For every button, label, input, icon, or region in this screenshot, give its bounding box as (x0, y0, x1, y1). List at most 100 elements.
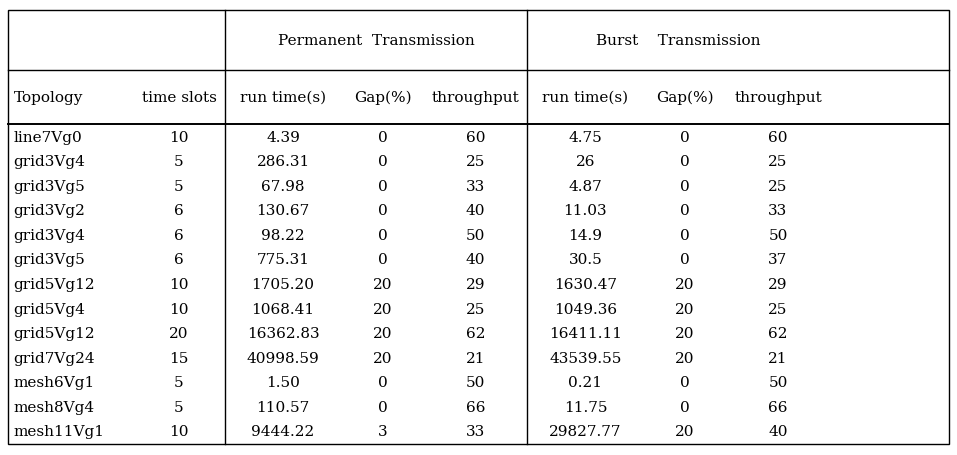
Text: grid7Vg24: grid7Vg24 (13, 351, 95, 365)
Text: 0.21: 0.21 (568, 375, 602, 389)
Text: grid3Vg4: grid3Vg4 (13, 228, 85, 243)
Text: time slots: time slots (142, 91, 216, 105)
Text: 6: 6 (174, 253, 184, 267)
Text: 30.5: 30.5 (568, 253, 602, 267)
Text: 20: 20 (675, 326, 695, 340)
Text: 33: 33 (768, 204, 788, 218)
Text: 4.39: 4.39 (266, 131, 300, 144)
Text: run time(s): run time(s) (240, 91, 326, 105)
Text: 0: 0 (378, 400, 388, 414)
Text: throughput: throughput (734, 91, 822, 105)
Text: 20: 20 (372, 278, 392, 291)
Text: 0: 0 (679, 253, 690, 267)
Text: 50: 50 (466, 375, 485, 389)
Text: 40: 40 (466, 253, 485, 267)
Text: 66: 66 (768, 400, 788, 414)
Text: 25: 25 (466, 302, 485, 316)
Text: 0: 0 (378, 228, 388, 243)
Text: throughput: throughput (432, 91, 520, 105)
Text: Permanent  Transmission: Permanent Transmission (278, 34, 475, 48)
Text: 10: 10 (169, 278, 189, 291)
Text: 40: 40 (466, 204, 485, 218)
Text: 110.57: 110.57 (256, 400, 310, 414)
Text: 29827.77: 29827.77 (549, 425, 622, 438)
Text: 60: 60 (466, 131, 485, 144)
Text: 0: 0 (679, 155, 690, 169)
Text: 26: 26 (575, 155, 595, 169)
Text: Gap(%): Gap(%) (656, 91, 714, 105)
Text: 0: 0 (378, 253, 388, 267)
Text: mesh6Vg1: mesh6Vg1 (13, 375, 95, 389)
Text: Burst    Transmission: Burst Transmission (596, 34, 761, 48)
Text: 5: 5 (174, 155, 184, 169)
Text: grid5Vg12: grid5Vg12 (13, 326, 95, 340)
Text: 40998.59: 40998.59 (247, 351, 320, 365)
Text: 10: 10 (169, 302, 189, 316)
Text: 37: 37 (768, 253, 788, 267)
Text: 21: 21 (466, 351, 485, 365)
Text: 62: 62 (768, 326, 788, 340)
Text: 6: 6 (174, 204, 184, 218)
Text: 3: 3 (378, 425, 388, 438)
Text: grid3Vg4: grid3Vg4 (13, 155, 85, 169)
Text: 0: 0 (378, 155, 388, 169)
Text: grid3Vg2: grid3Vg2 (13, 204, 85, 218)
Text: 5: 5 (174, 375, 184, 389)
Text: 40: 40 (768, 425, 788, 438)
Text: 20: 20 (372, 351, 392, 365)
Text: 0: 0 (679, 375, 690, 389)
Text: 10: 10 (169, 425, 189, 438)
Text: Topology: Topology (13, 91, 82, 105)
Text: 1049.36: 1049.36 (554, 302, 617, 316)
Text: 0: 0 (679, 179, 690, 193)
Text: 16411.11: 16411.11 (549, 326, 622, 340)
Text: 6: 6 (174, 228, 184, 243)
Text: 20: 20 (169, 326, 189, 340)
Text: 14.9: 14.9 (568, 228, 602, 243)
Text: 5: 5 (174, 400, 184, 414)
Text: 0: 0 (378, 131, 388, 144)
Text: grid5Vg12: grid5Vg12 (13, 278, 95, 291)
Text: 4.87: 4.87 (568, 179, 602, 193)
Text: mesh11Vg1: mesh11Vg1 (13, 425, 104, 438)
Text: 20: 20 (675, 351, 695, 365)
Text: 25: 25 (466, 155, 485, 169)
Text: 67.98: 67.98 (261, 179, 305, 193)
Text: 25: 25 (768, 155, 788, 169)
Text: 0: 0 (679, 228, 690, 243)
Text: 0: 0 (679, 131, 690, 144)
Text: 25: 25 (768, 179, 788, 193)
Text: 20: 20 (372, 326, 392, 340)
Text: 11.75: 11.75 (564, 400, 607, 414)
Text: 286.31: 286.31 (256, 155, 310, 169)
Text: 60: 60 (768, 131, 788, 144)
Text: 50: 50 (768, 375, 788, 389)
Text: 25: 25 (768, 302, 788, 316)
Text: 9444.22: 9444.22 (252, 425, 315, 438)
Text: 29: 29 (466, 278, 485, 291)
Text: mesh8Vg4: mesh8Vg4 (13, 400, 95, 414)
Text: 1630.47: 1630.47 (554, 278, 617, 291)
Text: 130.67: 130.67 (256, 204, 310, 218)
Text: 66: 66 (466, 400, 485, 414)
Text: 4.75: 4.75 (568, 131, 602, 144)
Text: Gap(%): Gap(%) (354, 91, 412, 105)
Text: 50: 50 (768, 228, 788, 243)
Text: line7Vg0: line7Vg0 (13, 131, 82, 144)
Text: 21: 21 (768, 351, 788, 365)
Text: grid3Vg5: grid3Vg5 (13, 253, 85, 267)
Text: 0: 0 (378, 204, 388, 218)
Text: 33: 33 (466, 179, 485, 193)
Text: 16362.83: 16362.83 (247, 326, 320, 340)
Text: 20: 20 (372, 302, 392, 316)
Text: 1705.20: 1705.20 (252, 278, 315, 291)
Text: 11.03: 11.03 (564, 204, 607, 218)
Text: 10: 10 (169, 131, 189, 144)
Text: 0: 0 (378, 375, 388, 389)
Text: run time(s): run time(s) (543, 91, 629, 105)
Text: 5: 5 (174, 179, 184, 193)
Text: 1.50: 1.50 (266, 375, 300, 389)
Text: 775.31: 775.31 (256, 253, 310, 267)
Text: 20: 20 (675, 278, 695, 291)
Text: 29: 29 (768, 278, 788, 291)
